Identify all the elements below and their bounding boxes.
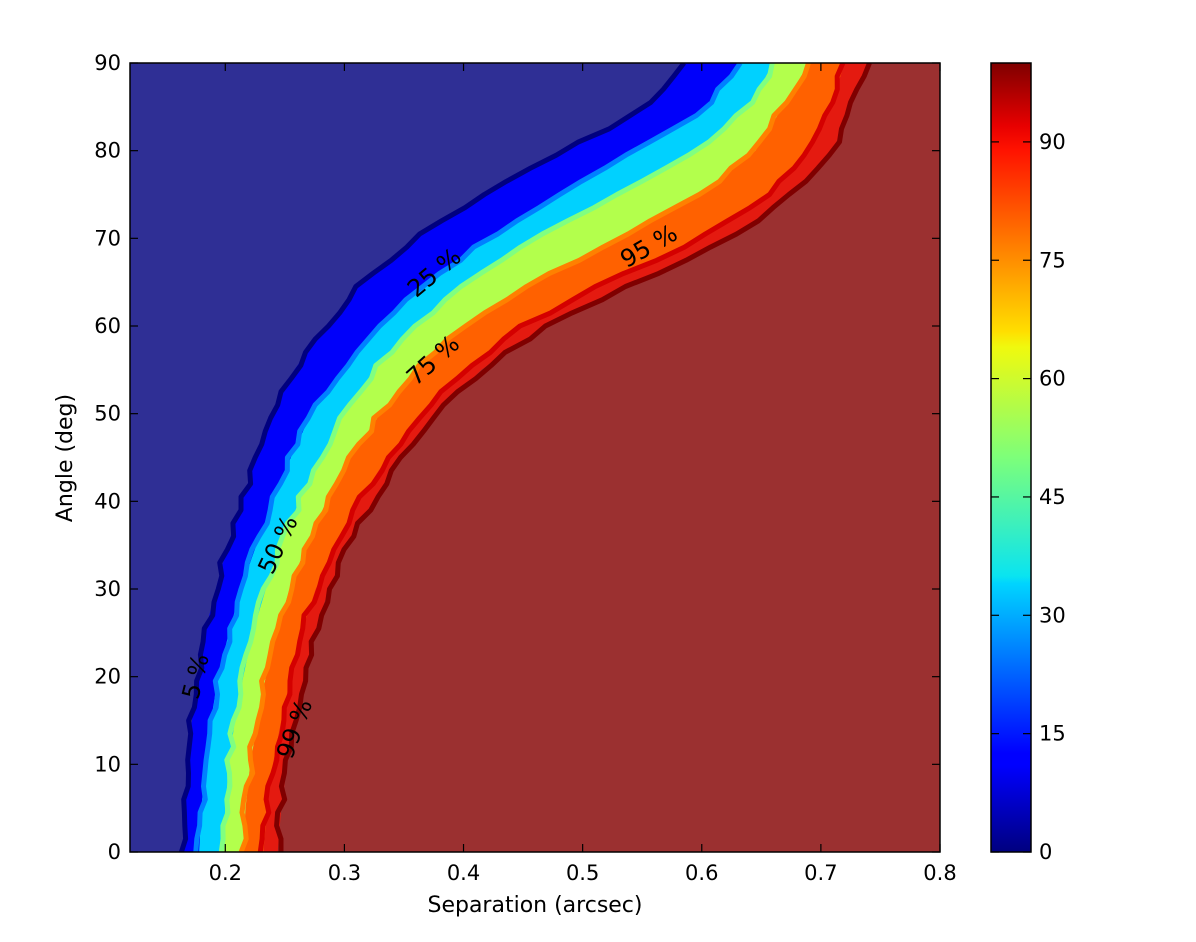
y-tick-label: 80	[94, 139, 121, 163]
y-axis-label: Angle (deg)	[53, 394, 78, 522]
contour-line-25	[193, 63, 743, 852]
contour-line-95	[257, 63, 846, 852]
colorbar-gradient	[991, 63, 1031, 852]
y-tick-label: 10	[94, 752, 121, 776]
colorbar-tick-label: 60	[1039, 367, 1066, 391]
fill-band	[277, 63, 940, 852]
contour-line-50	[218, 63, 775, 852]
x-tick-label: 0.6	[685, 861, 718, 885]
y-tick-label: 70	[94, 226, 121, 250]
colorbar-tick-label: 0	[1039, 840, 1052, 864]
contour-line-99	[274, 63, 872, 852]
contour-line-75	[238, 63, 811, 852]
y-tick-label: 60	[94, 314, 121, 338]
y-tick-label: 0	[108, 840, 121, 864]
colorbar-tick-label: 90	[1039, 130, 1066, 154]
x-axis: 0.2 0.3 0.4 0.5 0.6 0.7 0.8	[209, 63, 957, 885]
colorbar-tick-label: 30	[1039, 603, 1066, 627]
y-tick-label: 20	[94, 665, 121, 689]
colorbar-frame	[990, 62, 1032, 853]
colorbar-tick-label: 15	[1039, 722, 1066, 746]
probability-fills	[130, 63, 940, 852]
colorbar-tick-label: 45	[1039, 485, 1066, 509]
x-tick-label: 0.2	[209, 861, 242, 885]
colorbar: 0 15 30 45 60 75 90	[990, 62, 1066, 864]
contour-line-5	[179, 63, 686, 852]
x-tick-label: 0.4	[447, 861, 480, 885]
plot-frame	[129, 62, 941, 853]
y-tick-label: 90	[94, 51, 121, 75]
heatmap-plot-area: 5 %25 %50 %75 %95 %99 %	[129, 62, 941, 853]
colorbar-tick-label: 75	[1039, 248, 1066, 272]
y-tick-label: 30	[94, 577, 121, 601]
y-axis: 0 10 20 30 40 50 60 70 80 90	[94, 51, 940, 864]
x-tick-label: 0.3	[328, 861, 361, 885]
colorbar-ticks: 0 15 30 45 60 75 90	[991, 130, 1066, 864]
y-tick-label: 40	[94, 489, 121, 513]
x-tick-label: 0.5	[566, 861, 599, 885]
y-tick-label: 50	[94, 402, 121, 426]
x-tick-label: 0.8	[923, 861, 956, 885]
contour-lines	[179, 63, 872, 852]
x-tick-label: 0.7	[804, 861, 837, 885]
x-axis-label: Separation (arcsec)	[427, 893, 642, 918]
